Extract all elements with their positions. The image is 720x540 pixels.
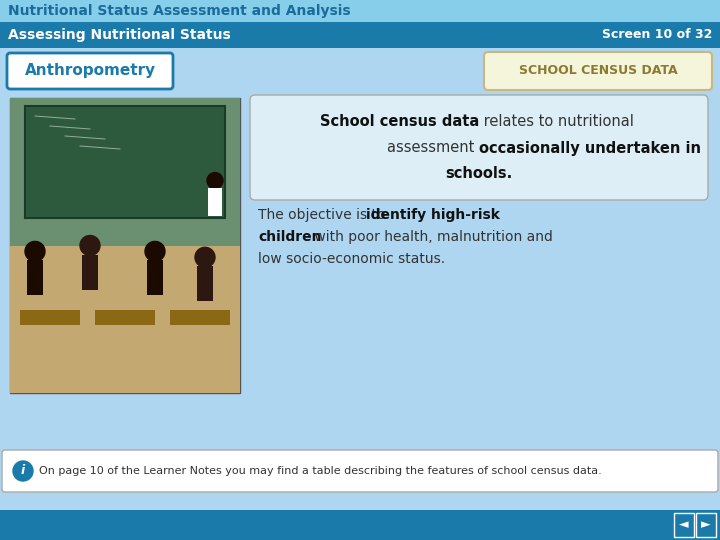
Text: with poor health, malnutrition and: with poor health, malnutrition and — [310, 230, 553, 244]
FancyBboxPatch shape — [484, 52, 712, 90]
Bar — [208, 187, 222, 215]
Text: ◄: ◄ — [679, 518, 689, 531]
Bar — [95, 310, 155, 326]
Bar — [20, 310, 80, 326]
Text: occasionally undertaken in: occasionally undertaken in — [479, 140, 701, 156]
Circle shape — [80, 235, 100, 255]
Text: Nutritional Status Assessment and Analysis: Nutritional Status Assessment and Analys… — [8, 4, 351, 18]
Text: Screen 10 of 32: Screen 10 of 32 — [602, 29, 712, 42]
Text: Anthropometry: Anthropometry — [24, 64, 156, 78]
FancyBboxPatch shape — [7, 53, 173, 89]
Text: children: children — [258, 230, 322, 244]
Bar — [0, 510, 720, 540]
Circle shape — [195, 247, 215, 267]
Text: relates to nutritional: relates to nutritional — [479, 114, 634, 130]
Bar — [197, 266, 213, 301]
Text: assessment: assessment — [387, 140, 479, 156]
Circle shape — [13, 461, 33, 481]
Text: low socio-economic status.: low socio-economic status. — [258, 252, 445, 266]
Bar — [25, 106, 225, 218]
Text: identify high-risk: identify high-risk — [366, 208, 500, 222]
Bar — [10, 98, 240, 393]
Text: schools.: schools. — [446, 166, 513, 181]
Bar — [10, 98, 240, 246]
Bar — [10, 246, 240, 393]
Bar — [170, 310, 230, 326]
Text: i: i — [21, 464, 25, 477]
Text: School census data: School census data — [320, 114, 479, 130]
Bar — [27, 260, 43, 295]
Text: On page 10 of the Learner Notes you may find a table describing the features of : On page 10 of the Learner Notes you may … — [39, 466, 602, 476]
Circle shape — [207, 173, 223, 188]
Text: ►: ► — [701, 518, 711, 531]
Bar — [0, 0, 720, 22]
Bar — [0, 22, 720, 48]
Text: Assessing Nutritional Status: Assessing Nutritional Status — [8, 28, 230, 42]
FancyBboxPatch shape — [250, 95, 708, 200]
FancyBboxPatch shape — [696, 513, 716, 537]
Bar — [25, 106, 225, 218]
Bar — [147, 260, 163, 295]
Circle shape — [145, 241, 165, 261]
Bar — [82, 254, 98, 289]
FancyBboxPatch shape — [674, 513, 694, 537]
Text: The objective is to: The objective is to — [258, 208, 390, 222]
Text: SCHOOL CENSUS DATA: SCHOOL CENSUS DATA — [518, 64, 678, 78]
FancyBboxPatch shape — [2, 450, 718, 492]
Circle shape — [25, 241, 45, 261]
